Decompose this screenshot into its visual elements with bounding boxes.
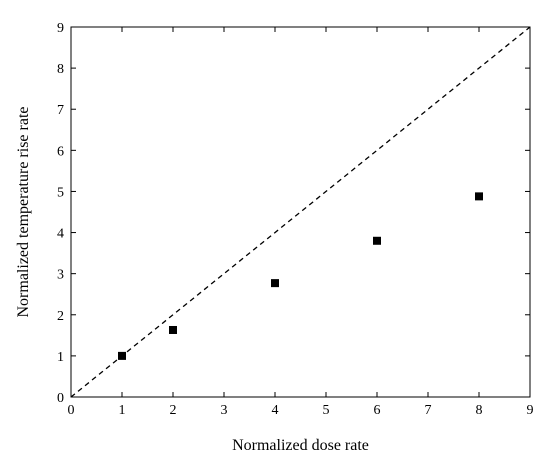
data-points xyxy=(118,192,483,360)
y-tick-label: 5 xyxy=(57,185,64,200)
y-tick-label: 8 xyxy=(57,62,64,77)
x-tick-label: 0 xyxy=(68,403,75,418)
y-tick-label: 4 xyxy=(57,227,64,242)
x-tick-label: 5 xyxy=(323,403,330,418)
x-tick-label: 7 xyxy=(425,403,432,418)
data-point xyxy=(271,279,279,288)
x-tick-label: 8 xyxy=(476,403,483,418)
y-tick-label: 0 xyxy=(57,391,64,406)
data-point xyxy=(475,192,483,201)
x-tick-label: 1 xyxy=(119,403,126,418)
identity-reference-line xyxy=(70,26,531,398)
y-tick-label: 3 xyxy=(57,268,64,283)
x-tick-label: 6 xyxy=(374,403,381,418)
y-axis-title: Normalized temperature rise rate xyxy=(15,107,32,318)
data-point xyxy=(169,325,177,334)
axis-ticks: 0 1 2 3 4 5 6 7 8 9 0 1 2 3 4 5 6 7 8 9 xyxy=(57,21,534,418)
y-tick-label: 6 xyxy=(57,144,64,159)
x-tick-label: 3 xyxy=(221,403,228,418)
x-tick-label: 2 xyxy=(170,403,177,418)
y-tick-label: 7 xyxy=(57,103,64,118)
y-tick-label: 9 xyxy=(57,21,64,36)
plot-frame xyxy=(70,26,531,398)
data-point xyxy=(373,236,381,245)
x-tick-label: 9 xyxy=(527,403,534,418)
y-tick-label: 2 xyxy=(57,309,64,324)
y-tick-label: 1 xyxy=(57,350,64,365)
x-axis-title: Normalized dose rate xyxy=(232,437,369,454)
x-tick-label: 4 xyxy=(272,403,279,418)
data-point xyxy=(118,351,126,360)
